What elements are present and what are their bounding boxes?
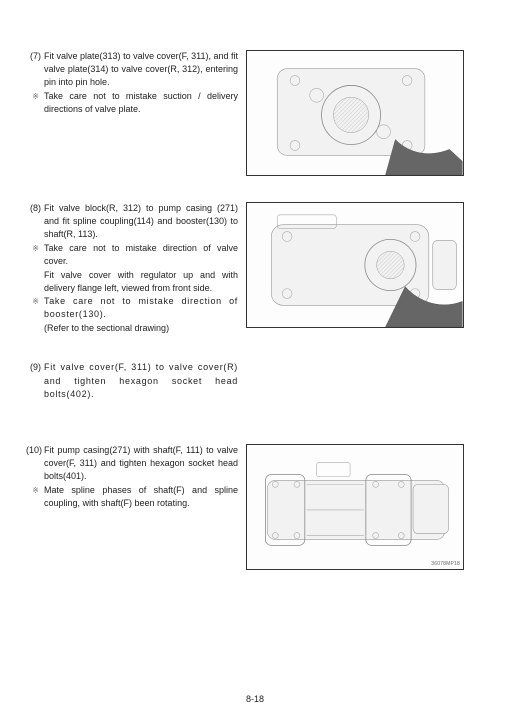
bullet-icon: ※: [26, 242, 44, 268]
bullet-icon: ※: [26, 295, 44, 321]
section-7: (7) Fit valve plate(313) to valve cover(…: [26, 50, 484, 176]
bullet-body: Take care not to mistake direction of va…: [44, 242, 238, 268]
step-8-bullet-1: ※ Take care not to mistake direction of …: [26, 242, 238, 268]
section-9-text: (9) Fit valve cover(F, 311) to valve cov…: [26, 361, 246, 401]
step-number: (8): [26, 202, 44, 241]
step-9: (9) Fit valve cover(F, 311) to valve cov…: [26, 361, 238, 400]
bullet-icon: ※: [26, 484, 44, 510]
figure-label: 36078MP16: [431, 319, 460, 325]
bullet-icon: ※: [26, 90, 44, 116]
step-body: Fit valve cover(F, 311) to valve cover(R…: [44, 361, 238, 400]
section-10-figure: 36078MP18: [246, 444, 484, 570]
section-9: (9) Fit valve cover(F, 311) to valve cov…: [26, 361, 484, 401]
figure-box: 36078MP18: [246, 444, 464, 570]
step-body: Fit valve plate(313) to valve cover(F, 3…: [44, 50, 238, 89]
step-8-bullet-2: ※ Take care not to mistake direction of …: [26, 295, 238, 321]
step-number: (7): [26, 50, 44, 89]
step-number: (9): [26, 361, 44, 400]
page-number: 8-18: [246, 694, 264, 704]
figure-label: 36078MP15: [431, 167, 460, 173]
section-8: (8) Fit valve block(R, 312) to pump casi…: [26, 202, 484, 335]
figure-box: 36078MP15: [246, 50, 464, 176]
section-7-figure: 36078MP15: [246, 50, 484, 176]
figure-box: 36078MP16: [246, 202, 464, 328]
section-7-text: (7) Fit valve plate(313) to valve cover(…: [26, 50, 246, 117]
section-10: (10) Fit pump casing(271) with shaft(F, …: [26, 444, 484, 570]
step-10-bullet-1: ※ Mate spline phases of shaft(F) and spl…: [26, 484, 238, 510]
section-8-text: (8) Fit valve block(R, 312) to pump casi…: [26, 202, 246, 335]
section-10-text: (10) Fit pump casing(271) with shaft(F, …: [26, 444, 246, 511]
bullet-body: Mate spline phases of shaft(F) and splin…: [44, 484, 238, 510]
step-7-bullet-1: ※ Take care not to mistake suction / del…: [26, 90, 238, 116]
step-10: (10) Fit pump casing(271) with shaft(F, …: [26, 444, 238, 483]
figure-label: 36078MP18: [431, 561, 460, 567]
step-8: (8) Fit valve block(R, 312) to pump casi…: [26, 202, 238, 241]
step-7: (7) Fit valve plate(313) to valve cover(…: [26, 50, 238, 89]
step-body: Fit valve block(R, 312) to pump casing (…: [44, 202, 238, 241]
step-8-bullet-2-cont: (Refer to the sectional drawing): [26, 322, 238, 335]
bullet-body: Take care not to mistake suction / deliv…: [44, 90, 238, 116]
bullet-body: Take care not to mistake direction of bo…: [44, 295, 238, 321]
step-body: Fit pump casing(271) with shaft(F, 111) …: [44, 444, 238, 483]
step-number: (10): [26, 444, 44, 483]
step-8-bullet-1-cont: Fit valve cover with regulator up and wi…: [26, 269, 238, 295]
section-8-figure: 36078MP16: [246, 202, 484, 328]
